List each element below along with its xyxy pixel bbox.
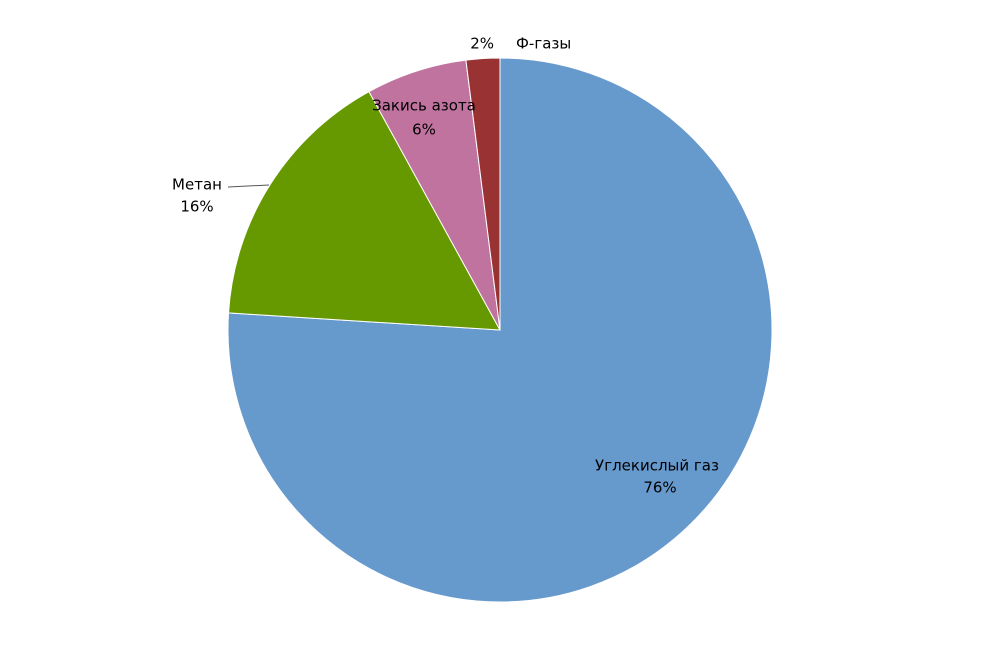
slice-label: Метан: [172, 176, 222, 194]
leader-line: [227, 184, 270, 188]
slice-label: Закись азота: [372, 97, 476, 115]
slices: [227, 57, 773, 603]
value-label: 2%: [470, 35, 494, 53]
value-label: 76%: [643, 479, 676, 497]
value-label: 16%: [180, 198, 213, 216]
slice-label: Ф-газы: [516, 35, 571, 53]
pie-slice: [465, 57, 501, 331]
value-label: 6%: [412, 121, 436, 139]
slice-label: Углекислый газ: [595, 457, 719, 475]
pie-slice: [228, 90, 501, 331]
